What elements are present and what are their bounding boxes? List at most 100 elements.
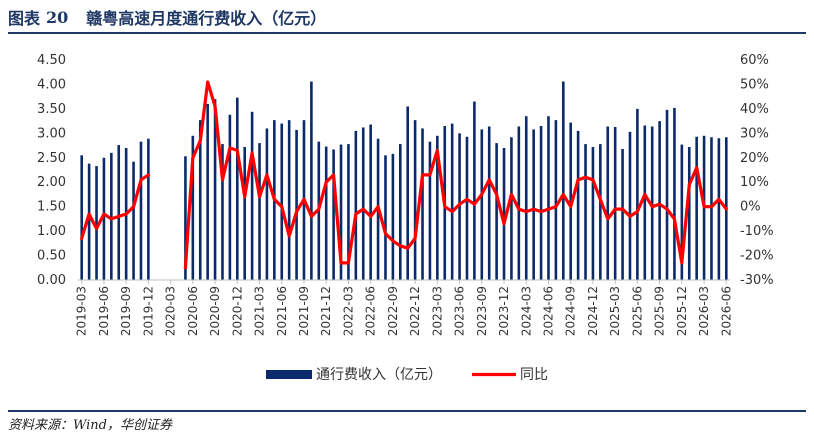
bar	[487, 126, 491, 281]
x-tick-label: 2022-09	[386, 286, 400, 336]
bar	[110, 152, 113, 280]
bar	[532, 129, 535, 280]
bar	[280, 123, 284, 280]
x-tick-label: 2024-06	[542, 286, 556, 336]
x-tick-label: 2023-12	[497, 286, 511, 336]
bar	[198, 120, 202, 280]
figure-number: 20	[46, 7, 69, 27]
bar	[717, 138, 721, 280]
x-tick-label: 2025-12	[675, 286, 689, 336]
bar	[517, 126, 521, 281]
x-tick-label: 2026-03	[697, 286, 711, 336]
y-right-tick-label: 40%	[740, 102, 769, 117]
x-tick-label: 2022-03	[341, 286, 355, 336]
y-left-tick-label: 0.00	[37, 273, 66, 288]
y-right-tick-label: 30%	[740, 126, 769, 141]
x-tick-label: 2024-09	[564, 286, 578, 336]
yoy-line	[80, 173, 150, 240]
bar	[295, 129, 298, 280]
bar	[428, 141, 432, 280]
x-tick-label: 2025-03	[608, 286, 622, 336]
axes: 0.00 0.50 1.00 1.50 2.00 2.50 3.00 3.50 4.00 4.50…	[37, 53, 774, 336]
x-tick-label: 2020-12	[230, 286, 244, 336]
bar	[332, 149, 335, 280]
chart: 0.00 0.50 1.00 1.50 2.00 2.50 3.00 3.50 4.00 4.50…	[37, 53, 774, 383]
bar	[576, 130, 580, 280]
bar	[228, 114, 232, 280]
bar	[399, 144, 402, 280]
x-tick-label: 2025-09	[653, 286, 667, 336]
x-tick-label: 2024-12	[586, 286, 600, 336]
bar	[221, 144, 224, 280]
bar	[480, 129, 484, 280]
legend-bar-swatch	[266, 370, 312, 379]
y-left-tick-label: 2.50	[37, 151, 66, 166]
bar	[465, 136, 469, 280]
bar	[258, 143, 261, 280]
bar	[591, 147, 595, 280]
bar	[658, 121, 661, 280]
bar	[695, 136, 698, 280]
legend-line-label: 同比	[520, 367, 548, 383]
bar	[524, 116, 528, 280]
bar	[80, 155, 83, 280]
bar	[650, 126, 654, 281]
footer-rule	[8, 410, 806, 412]
bar	[458, 133, 461, 280]
bar	[554, 120, 558, 280]
bar	[354, 130, 358, 280]
legend-bar-label: 通行费收入（亿元）	[316, 367, 442, 383]
bar	[406, 106, 409, 280]
header-rule	[8, 32, 806, 34]
bar	[584, 144, 587, 280]
bar	[347, 144, 350, 280]
y-right-tick-label: -30%	[740, 273, 774, 288]
source-note: 资料来源：Wind，华创证券	[8, 418, 172, 433]
bar	[473, 101, 476, 280]
bar	[621, 148, 624, 280]
y-right-tick-label: -20%	[740, 249, 774, 264]
bar	[413, 120, 417, 280]
x-tick-label: 2022-06	[364, 286, 378, 336]
x-tick-label: 2021-06	[275, 286, 289, 336]
bar	[421, 128, 424, 280]
legend: 通行费收入（亿元） 同比	[266, 367, 548, 383]
x-tick-label: 2023-09	[475, 286, 489, 336]
bar	[539, 126, 543, 280]
y-left-tick-label: 3.00	[37, 126, 66, 141]
y-left-tick-label: 4.50	[37, 53, 66, 68]
bar	[213, 99, 217, 280]
x-tick-label: 2019-06	[97, 286, 111, 336]
x-tick-label: 2021-03	[253, 286, 267, 336]
bar	[613, 126, 617, 280]
y-right-tick-label: 60%	[740, 53, 769, 68]
y-right-tick-label: 50%	[740, 77, 769, 92]
bar	[250, 111, 254, 280]
x-tick-label: 2024-03	[519, 286, 533, 336]
bar	[287, 120, 291, 280]
bar	[236, 97, 239, 280]
yoy-line	[183, 80, 728, 270]
x-tick-label: 2022-12	[408, 286, 422, 336]
bar	[87, 163, 91, 280]
bar	[310, 81, 313, 280]
x-tick-label: 2019-12	[141, 286, 155, 336]
bar	[184, 156, 187, 280]
bar	[265, 128, 269, 280]
bar	[665, 109, 669, 281]
bar	[324, 146, 328, 280]
figure-label: 图表	[8, 9, 41, 28]
bar	[117, 145, 121, 280]
bar	[502, 148, 506, 280]
x-tick-label: 2020-09	[208, 286, 222, 336]
x-tick-label: 2023-03	[430, 286, 444, 336]
figure-title: 赣粤高速月度通行费收入（亿元）	[86, 9, 327, 28]
bar	[132, 161, 135, 280]
y-left-tick-label: 1.00	[37, 224, 66, 239]
line-series	[80, 80, 728, 270]
bar	[643, 125, 647, 280]
bar	[384, 155, 387, 280]
bar	[391, 153, 395, 280]
bar	[680, 144, 684, 280]
bar	[339, 144, 343, 280]
